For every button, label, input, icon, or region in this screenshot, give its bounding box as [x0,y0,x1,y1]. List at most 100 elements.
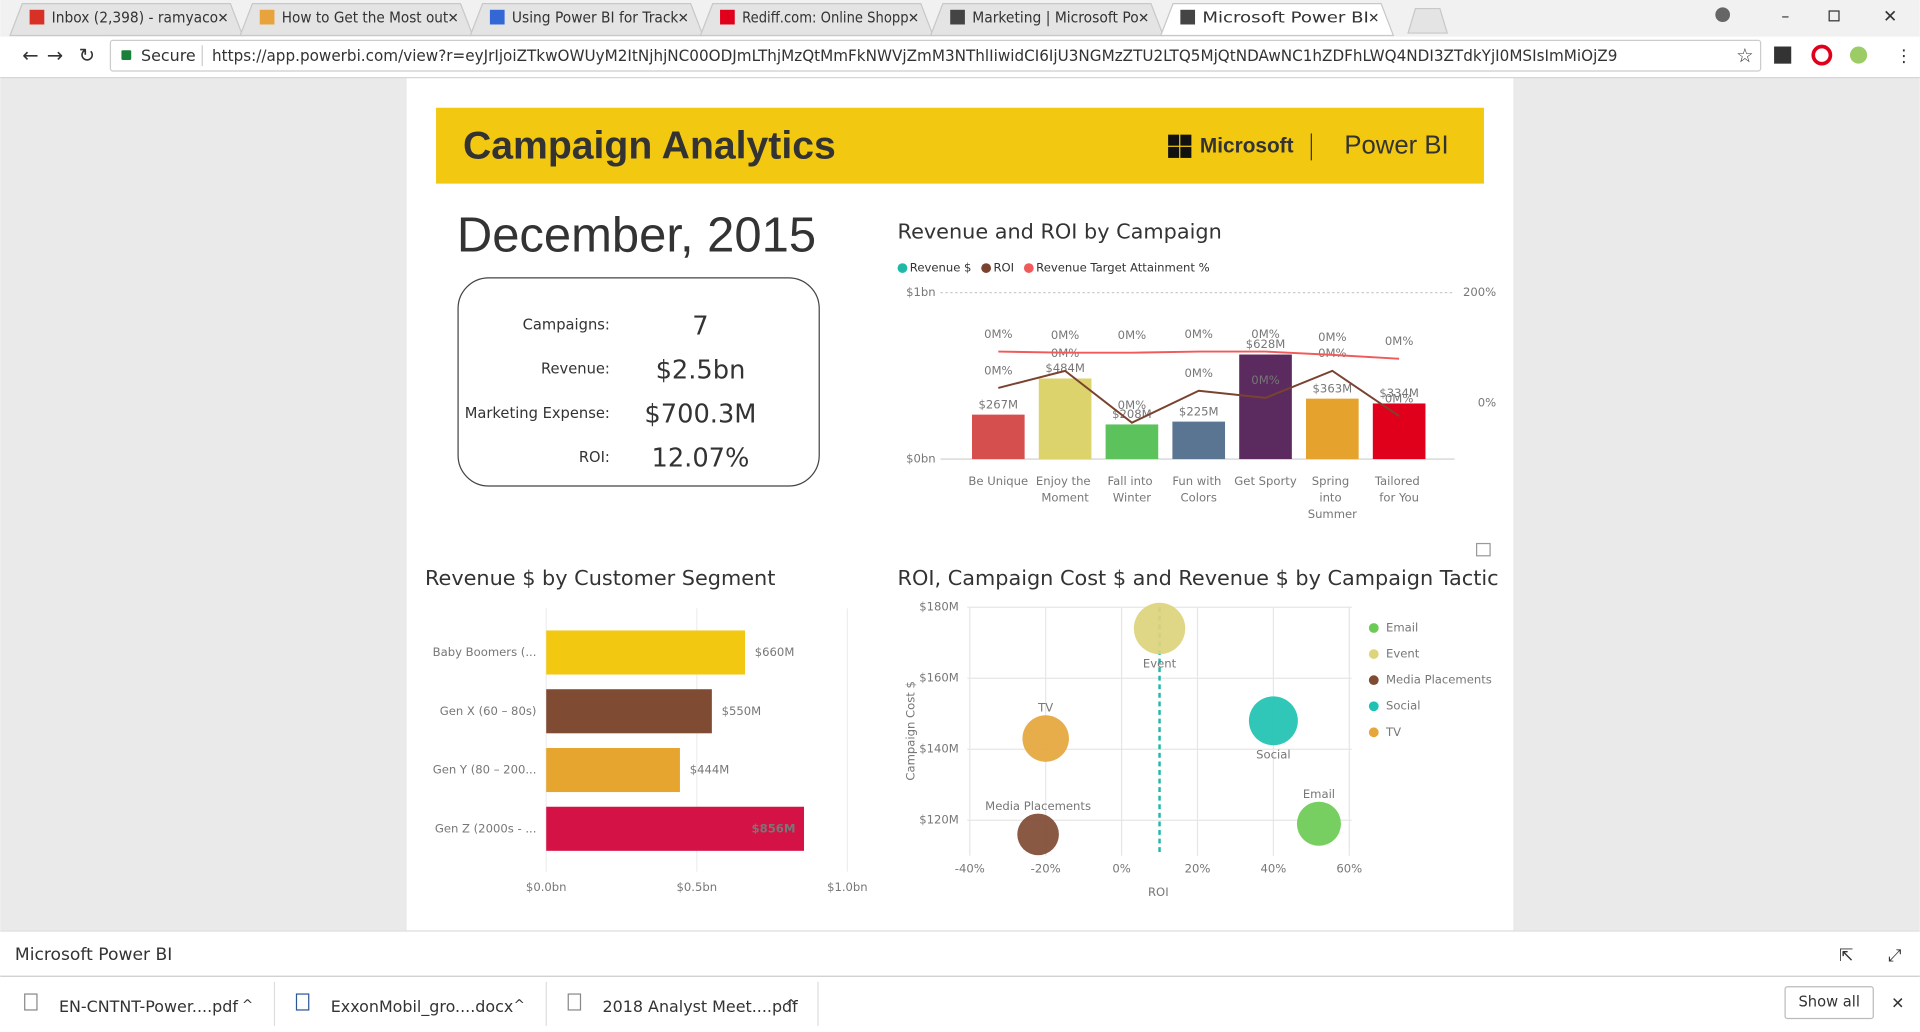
close-downloads[interactable]: ✕ [1891,993,1904,1012]
tab-title: How to Get the Most out [282,9,449,26]
y-tick-label: $1bn [906,285,936,299]
bubble-label: Event [1143,657,1177,671]
chart-title: ROI, Campaign Cost $ and Revenue $ by Ca… [898,566,1499,590]
tab[interactable] [699,3,934,37]
legend-marker [1368,701,1379,712]
bar [1306,398,1359,460]
legend-label: Revenue Target Attainment % [1036,261,1209,275]
tab-close[interactable]: ✕ [448,11,459,26]
chart-title: Revenue $ by Customer Segment [425,566,775,590]
bubble [1133,602,1186,655]
tab-icon [489,9,505,25]
x-tick-label: Get Sporty [1234,474,1297,488]
close-button[interactable]: ✕ [1883,7,1897,27]
show-all-button[interactable] [1784,986,1874,1020]
kpi-label: Campaigns: [523,317,610,334]
legend-label: TV [1385,725,1401,739]
tab-title: Rediff.com: Online Shopp [742,9,908,26]
legend-marker [1023,263,1034,273]
x-tick-label: Fall into Winter [1108,474,1157,505]
data-label: 0M% [1118,398,1146,412]
bubble-label: Media Placements [985,799,1091,813]
expand-icon[interactable] [1476,542,1491,557]
app-name: Microsoft Power BI [15,945,172,965]
fullscreen-icon[interactable]: ⤢ [1888,946,1902,966]
tab-close[interactable]: ✕ [1138,11,1149,26]
file-icon [567,993,582,1011]
microsoft-logo [1168,134,1192,158]
data-label: $334M [1379,386,1419,400]
data-label: $550M [722,704,762,718]
legend-label: Email [1386,621,1418,635]
download-caret[interactable]: ^ [514,998,525,1013]
download-name[interactable]: EN-CNTNT-Power....pdf [59,997,238,1016]
kpi-card [457,277,820,487]
download-name[interactable]: ExxonMobil_gro....docx [331,997,513,1017]
bubble [1296,801,1341,846]
tab[interactable] [239,3,474,37]
data-label: $484M [1045,361,1085,375]
bubble-label: TV [1037,700,1053,714]
y-tick-label: $160M [919,671,959,685]
profile-icon[interactable] [1715,7,1731,23]
data-label: 0M% [1318,330,1346,344]
share-icon[interactable]: ⇱ [1839,946,1853,966]
report-canvas [406,78,1514,931]
legend-label: Media Placements [1386,673,1492,687]
x-tick-label: 40% [1260,862,1286,876]
tab[interactable] [469,3,704,37]
download-name[interactable]: 2018 Analyst Meet....pdf [603,997,799,1016]
download-caret[interactable]: ^ [785,998,796,1013]
y-tick-label: Baby Boomers (... [433,645,537,659]
menu-button[interactable]: ⋮ [1895,46,1912,66]
tab-close[interactable]: ✕ [1368,11,1379,26]
tab[interactable] [9,3,244,37]
reload-button[interactable]: ↻ [79,44,95,67]
data-label: $856M [752,821,796,835]
bar [971,414,1025,460]
download-caret[interactable]: ^ [242,998,253,1013]
tab-close[interactable]: ✕ [678,11,689,26]
x-tick-label: Spring into Summer [1308,474,1357,521]
x-tick-label: Tailored for You [1374,474,1424,505]
kpi-list: Campaigns: 7 Revenue: $2.5bn Marketing Expen… [465,311,757,473]
tab-icon [1180,9,1196,25]
tab-close[interactable]: ✕ [217,11,228,26]
js-icon[interactable] [1849,46,1868,64]
bar [1038,378,1092,460]
tab[interactable] [929,3,1165,37]
downloads: EN-CNTNT-Power....pdf ^ ExxonMobil_gro....… [24,981,819,1026]
tab-close[interactable]: ✕ [908,11,919,26]
back-button[interactable]: ← [22,44,38,67]
legend-label: Event [1386,647,1420,661]
tab-title: Using Power BI for Track [512,9,679,26]
tab-title: Inbox (2,398) - ramyaco [52,9,218,26]
bookmark-star[interactable]: ☆ [1736,44,1754,67]
extension-icon[interactable] [1774,46,1792,64]
forward-button[interactable]: → [47,44,63,67]
x-tick-label: $0.5bn [677,880,718,894]
address-bar[interactable] [109,39,1762,72]
bubble [1022,715,1069,762]
data-label: $225M [1179,404,1219,418]
kpi-value: $2.5bn [656,355,746,385]
tab[interactable] [1159,3,1395,37]
charts: Revenue and ROI by Campaign Revenue $ ROI R… [425,220,1499,899]
opera-icon[interactable] [1811,44,1833,66]
x-tick-label: $1.0bn [827,880,868,894]
y2-tick-label: 200% [1463,285,1496,299]
data-label: 0M% [1185,327,1213,341]
new-tab[interactable] [1407,7,1449,34]
y-tick-label: Gen Z (2000s - ... [435,821,537,835]
bar [546,630,745,675]
file-icon [295,993,310,1011]
minimize-button[interactable]: – [1781,7,1789,26]
bubble-label: Email [1303,787,1335,801]
status-bar [0,930,1920,976]
restore-button[interactable] [1828,10,1840,22]
bar [1172,421,1226,460]
data-label: 0M% [984,327,1012,341]
kpi-value: 7 [692,311,708,341]
legend-label: ROI [993,261,1014,275]
